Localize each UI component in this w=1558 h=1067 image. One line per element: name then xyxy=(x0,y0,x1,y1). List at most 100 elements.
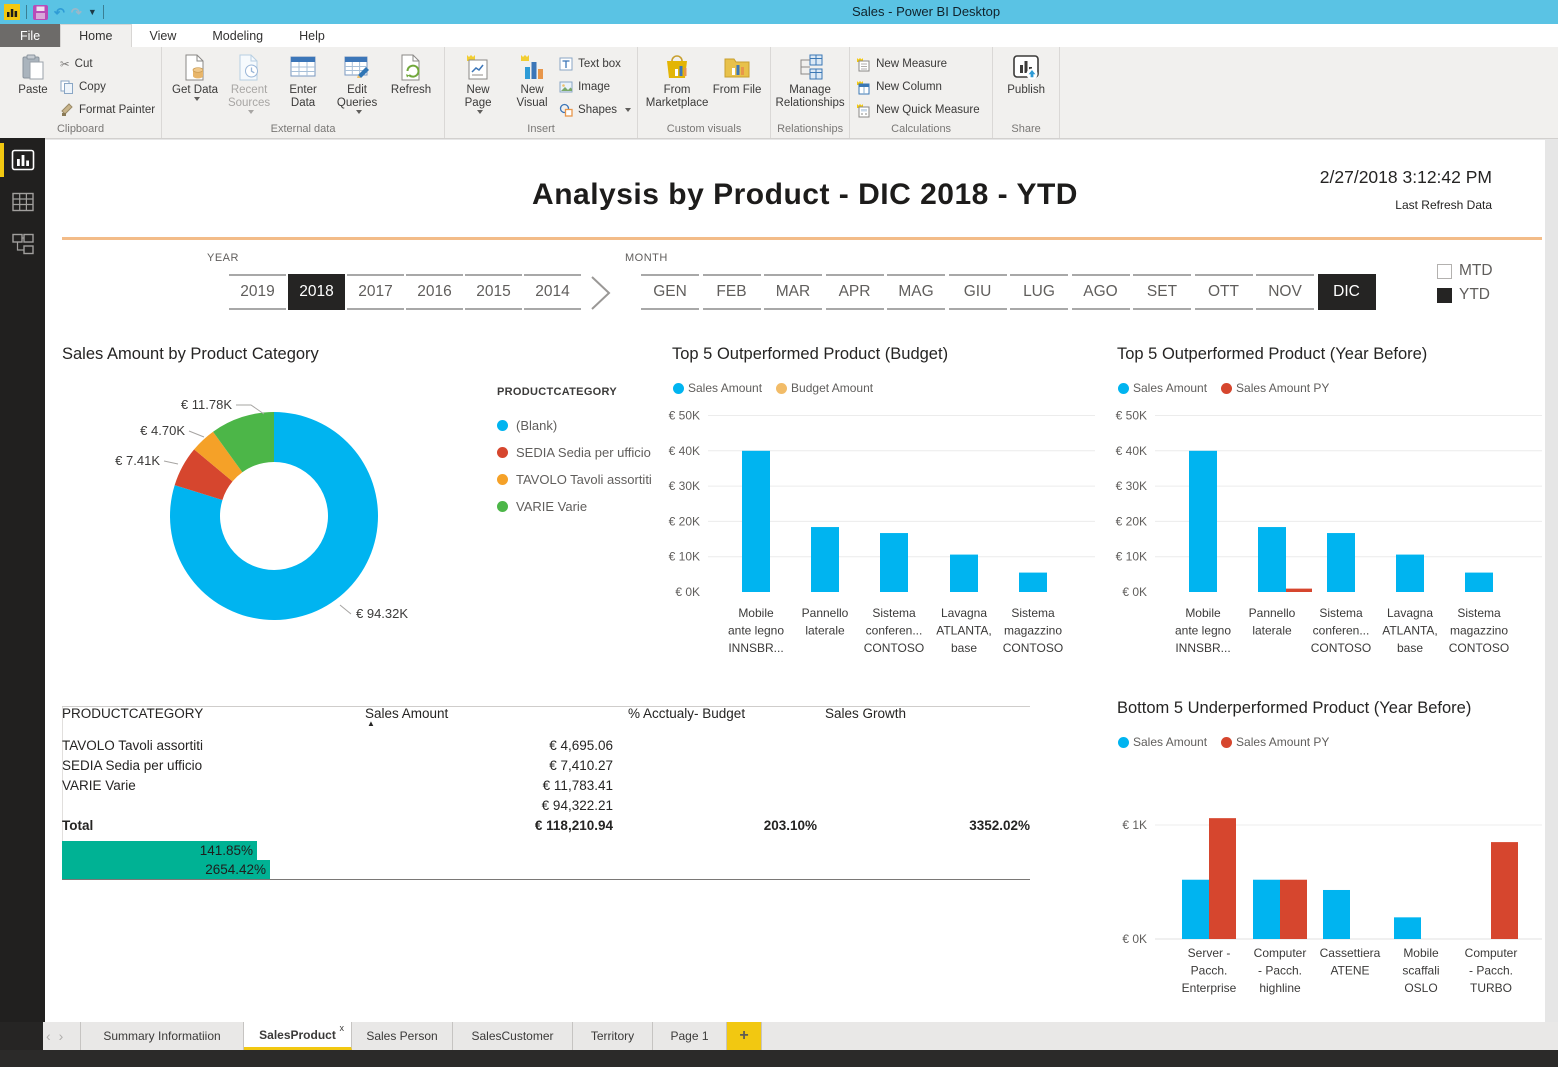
bar-series1[interactable] xyxy=(880,533,908,592)
legend-item[interactable]: Sales Amount xyxy=(673,381,762,395)
category-table[interactable]: PRODUCTCATEGORY Sales Amount % Acctualy- B… xyxy=(62,706,1047,880)
edit-queries-button[interactable]: Edit Queries xyxy=(330,50,384,116)
new-page-button[interactable]: New Page xyxy=(451,50,505,116)
refresh-button[interactable]: Refresh xyxy=(384,50,438,99)
page-tab-sales-person[interactable]: Sales Person xyxy=(352,1022,453,1050)
legend-item[interactable]: Sales Amount PY xyxy=(1221,381,1329,395)
ytd-checkbox[interactable] xyxy=(1437,288,1452,303)
recent-sources-button[interactable]: Recent Sources xyxy=(222,50,276,116)
month-button-lug[interactable]: LUG xyxy=(1010,274,1068,310)
bar-series1[interactable] xyxy=(1465,572,1493,592)
bar-series1[interactable] xyxy=(1189,450,1217,592)
report-view-icon[interactable] xyxy=(11,148,35,172)
paste-button[interactable]: Paste xyxy=(6,50,60,99)
new-measure-button[interactable]: New Measure xyxy=(856,56,986,72)
tab-help[interactable]: Help xyxy=(299,28,325,43)
bar-series1[interactable] xyxy=(1258,527,1286,592)
slicer-next-chevron-icon[interactable] xyxy=(585,274,615,312)
year-button-2016[interactable]: 2016 xyxy=(406,274,463,310)
copy-button[interactable]: Copy xyxy=(60,79,155,95)
year-button-2019[interactable]: 2019 xyxy=(229,274,286,310)
data-view-icon[interactable] xyxy=(11,190,35,214)
bar-series1[interactable] xyxy=(1327,533,1355,592)
bar-series2[interactable] xyxy=(1491,842,1518,939)
legend-item[interactable]: Sales Amount PY xyxy=(1221,735,1329,749)
donut-legend-item[interactable]: VARIE Varie xyxy=(497,493,652,520)
page-tab-salesproduct[interactable]: SalesProduct x xyxy=(244,1022,352,1050)
year-button-2014[interactable]: 2014 xyxy=(524,274,581,310)
prev-page-icon[interactable]: ‹ xyxy=(46,1028,51,1044)
year-button-2017[interactable]: 2017 xyxy=(347,274,404,310)
bar-series1[interactable] xyxy=(1394,917,1421,939)
publish-button[interactable]: Publish xyxy=(999,50,1053,99)
donut-slice[interactable] xyxy=(194,431,243,482)
redo-icon[interactable]: ↷ xyxy=(70,4,82,20)
year-button-2015[interactable]: 2015 xyxy=(465,274,522,310)
month-button-ott[interactable]: OTT xyxy=(1194,274,1253,310)
donut-slice[interactable] xyxy=(213,412,274,473)
month-button-apr[interactable]: APR xyxy=(825,274,884,310)
bar-series1[interactable] xyxy=(1253,879,1280,939)
add-page-button[interactable]: + xyxy=(727,1022,762,1050)
mtd-checkbox[interactable] xyxy=(1437,264,1452,279)
image-button[interactable]: Image xyxy=(559,79,631,95)
undo-icon[interactable]: ↶ xyxy=(54,4,65,20)
format-painter-button[interactable]: Format Painter xyxy=(60,102,155,118)
month-button-feb[interactable]: FEB xyxy=(702,274,761,310)
customize-qat-icon[interactable]: ▼ xyxy=(87,6,97,17)
new-visual-button[interactable]: New Visual xyxy=(505,50,559,112)
manage-relationships-button[interactable]: Manage Relationships xyxy=(776,50,845,112)
bar-series2[interactable] xyxy=(1286,588,1312,592)
bottom5-bar-chart[interactable]: € 0K € 1K Server -Pacch. Enterprise Computer… xyxy=(1095,760,1555,1050)
enter-data-button[interactable]: Enter Data xyxy=(276,50,330,112)
month-button-giu[interactable]: GIU xyxy=(948,274,1007,310)
text-box-button[interactable]: Text box xyxy=(559,56,631,72)
page-tab-territory[interactable]: Territory xyxy=(573,1022,653,1050)
bar-series1[interactable] xyxy=(950,554,978,592)
from-file-button[interactable]: From File xyxy=(710,50,764,99)
legend-item[interactable]: Sales Amount xyxy=(1118,381,1207,395)
month-button-nov[interactable]: NOV xyxy=(1256,274,1314,310)
month-button-mar[interactable]: MAR xyxy=(764,274,822,310)
bar-series1[interactable] xyxy=(1182,879,1209,939)
get-data-button[interactable]: Get Data xyxy=(168,50,222,103)
month-button-set[interactable]: SET xyxy=(1133,274,1191,310)
bar-series1[interactable] xyxy=(811,527,839,592)
shapes-button[interactable]: Shapes xyxy=(559,102,632,118)
legend-item[interactable]: Sales Amount xyxy=(1118,735,1207,749)
tab-home[interactable]: Home xyxy=(60,24,132,47)
bar-series1[interactable] xyxy=(1019,572,1047,592)
donut-legend-item[interactable]: (Blank) xyxy=(497,412,652,439)
donut-legend-item[interactable]: TAVOLO Tavoli assortiti xyxy=(497,466,652,493)
close-page-icon[interactable]: x xyxy=(339,1023,345,1033)
donut-slice[interactable] xyxy=(170,412,378,620)
bar-series1[interactable] xyxy=(1323,889,1350,939)
bar-series1[interactable] xyxy=(1396,554,1424,592)
from-marketplace-button[interactable]: From Marketplace xyxy=(644,50,710,112)
next-page-icon[interactable]: › xyxy=(58,1028,64,1044)
tab-view[interactable]: View xyxy=(149,28,177,43)
bar-series2[interactable] xyxy=(1280,879,1307,939)
tab-file[interactable]: File xyxy=(0,24,61,47)
donut-legend-item[interactable]: SEDIA Sedia per ufficio xyxy=(497,439,652,466)
month-button-dic[interactable]: DIC xyxy=(1317,274,1376,310)
donut-chart[interactable]: € 94.32K € 7.41K € 4.70K € 11.78K xyxy=(60,385,490,635)
donut-slice[interactable] xyxy=(174,449,233,500)
cut-button[interactable]: ✂ Cut xyxy=(60,58,93,71)
legend-item[interactable]: Budget Amount xyxy=(776,381,873,395)
tab-modeling[interactable]: Modeling xyxy=(212,28,264,43)
new-column-button[interactable]: New Column xyxy=(856,79,986,95)
page-tab-summary-informatiion[interactable]: Summary Informatiion xyxy=(81,1022,244,1050)
month-button-mag[interactable]: MAG xyxy=(887,274,945,310)
month-button-ago[interactable]: AGO xyxy=(1071,274,1130,310)
month-button-gen[interactable]: GEN xyxy=(641,274,699,310)
model-view-icon[interactable] xyxy=(11,232,35,256)
save-icon[interactable] xyxy=(33,4,48,20)
bar-series2[interactable] xyxy=(1209,818,1236,939)
page-tab-page-1[interactable]: Page 1 xyxy=(653,1022,727,1050)
new-quick-measure-button[interactable]: New Quick Measure xyxy=(856,102,986,118)
page-tab-salescustomer[interactable]: SalesCustomer xyxy=(453,1022,573,1050)
year-button-2018[interactable]: 2018 xyxy=(288,274,345,310)
budget-bar-chart[interactable]: € 0K € 10K € 20K € 30K € 40K € 50K Mobile ante … xyxy=(645,405,1105,660)
bar-series1[interactable] xyxy=(742,450,770,592)
